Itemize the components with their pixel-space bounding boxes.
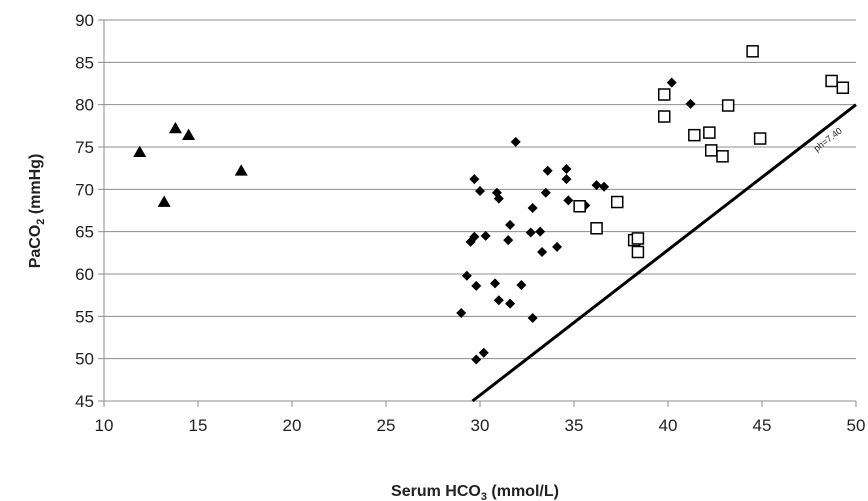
x-tick-label: 30 [471, 416, 490, 435]
y-tick-label: 90 [75, 11, 94, 30]
diamond-point [666, 77, 677, 88]
diamond-point [516, 280, 527, 291]
y-tick-label: 70 [75, 180, 94, 199]
x-tick-label: 15 [189, 416, 208, 435]
diamond-point [469, 231, 480, 242]
data-points [133, 45, 850, 365]
x-tick-label: 10 [95, 416, 114, 435]
x-tick-label: 35 [565, 416, 584, 435]
y-tick-label: 50 [75, 350, 94, 369]
triangle-point [234, 164, 248, 176]
diamond-point [505, 298, 516, 309]
square-point [573, 200, 586, 213]
diamond-point [471, 280, 482, 291]
y-tick-label: 65 [75, 223, 94, 242]
diamond-point [478, 347, 489, 358]
y-tick-label: 80 [75, 96, 94, 115]
triangle-point [133, 145, 147, 157]
diamond-point [503, 235, 514, 246]
x-tick-labels: 10 15 20 25 30 35 40 45 50 [95, 416, 866, 435]
diamond-point [475, 186, 485, 197]
y-tick-label: 85 [75, 53, 94, 72]
diamond-point [527, 202, 538, 213]
diamond-point [552, 241, 563, 252]
square-point [631, 245, 645, 259]
x-tick-label: 40 [659, 416, 678, 435]
diamond-point [527, 313, 538, 324]
square-point [721, 99, 735, 112]
square-point [657, 88, 671, 101]
triangle-point [168, 121, 182, 134]
y-tick-label: 60 [75, 265, 94, 284]
diamond-point [480, 230, 491, 241]
y-axis-title: PaCO2 (mmHg) [27, 154, 47, 269]
ph-reference-line [471, 103, 857, 403]
y-tick-label: 55 [75, 307, 94, 326]
y-tick-label: 75 [75, 138, 94, 157]
diamond-point [563, 195, 574, 206]
triangle-point [157, 195, 171, 207]
square-point [825, 74, 838, 88]
square-point [631, 232, 645, 245]
diamond-point [561, 164, 572, 175]
diamond-point [505, 219, 516, 230]
x-tick-label: 20 [283, 416, 302, 435]
y-tick-labels: 45 50 55 60 65 70 75 80 85 90 [75, 11, 94, 411]
diamond-point [493, 295, 504, 306]
reference-line: ph=7.40 [471, 103, 857, 403]
square-point [746, 45, 759, 58]
diamond-point [471, 354, 482, 365]
square-point [657, 110, 671, 123]
diamond-point [540, 187, 551, 198]
diamond-point [591, 180, 602, 191]
diamond-point [561, 174, 572, 185]
square-point [590, 222, 603, 235]
square-point [716, 150, 729, 163]
square-point [704, 144, 718, 157]
diamond-point [535, 226, 546, 237]
diamond-point [542, 165, 553, 176]
triangle-point [182, 128, 196, 141]
diamond-point [456, 307, 467, 318]
diamond-point [461, 270, 472, 281]
x-tick-label: 45 [753, 416, 772, 435]
x-axis-title: Serum HCO3 (mmol/L) [391, 483, 559, 501]
diamond-point [510, 136, 521, 147]
diamond-point [599, 181, 610, 192]
square-point [610, 195, 624, 209]
x-tick-label: 50 [847, 416, 866, 435]
diamond-point [493, 193, 504, 204]
diamond-point [469, 174, 480, 185]
axes [98, 19, 857, 407]
diamond-point [685, 98, 696, 109]
square-point [688, 128, 701, 142]
square-point [753, 132, 767, 145]
square-point [703, 126, 716, 139]
x-tick-label: 25 [377, 416, 396, 435]
diamond-point [490, 278, 501, 289]
square-point [836, 81, 850, 94]
diamond-point [525, 227, 536, 238]
y-tick-label: 45 [75, 392, 94, 411]
diamond-point [537, 246, 548, 257]
ph-line-label: ph=7.40 [812, 126, 844, 154]
